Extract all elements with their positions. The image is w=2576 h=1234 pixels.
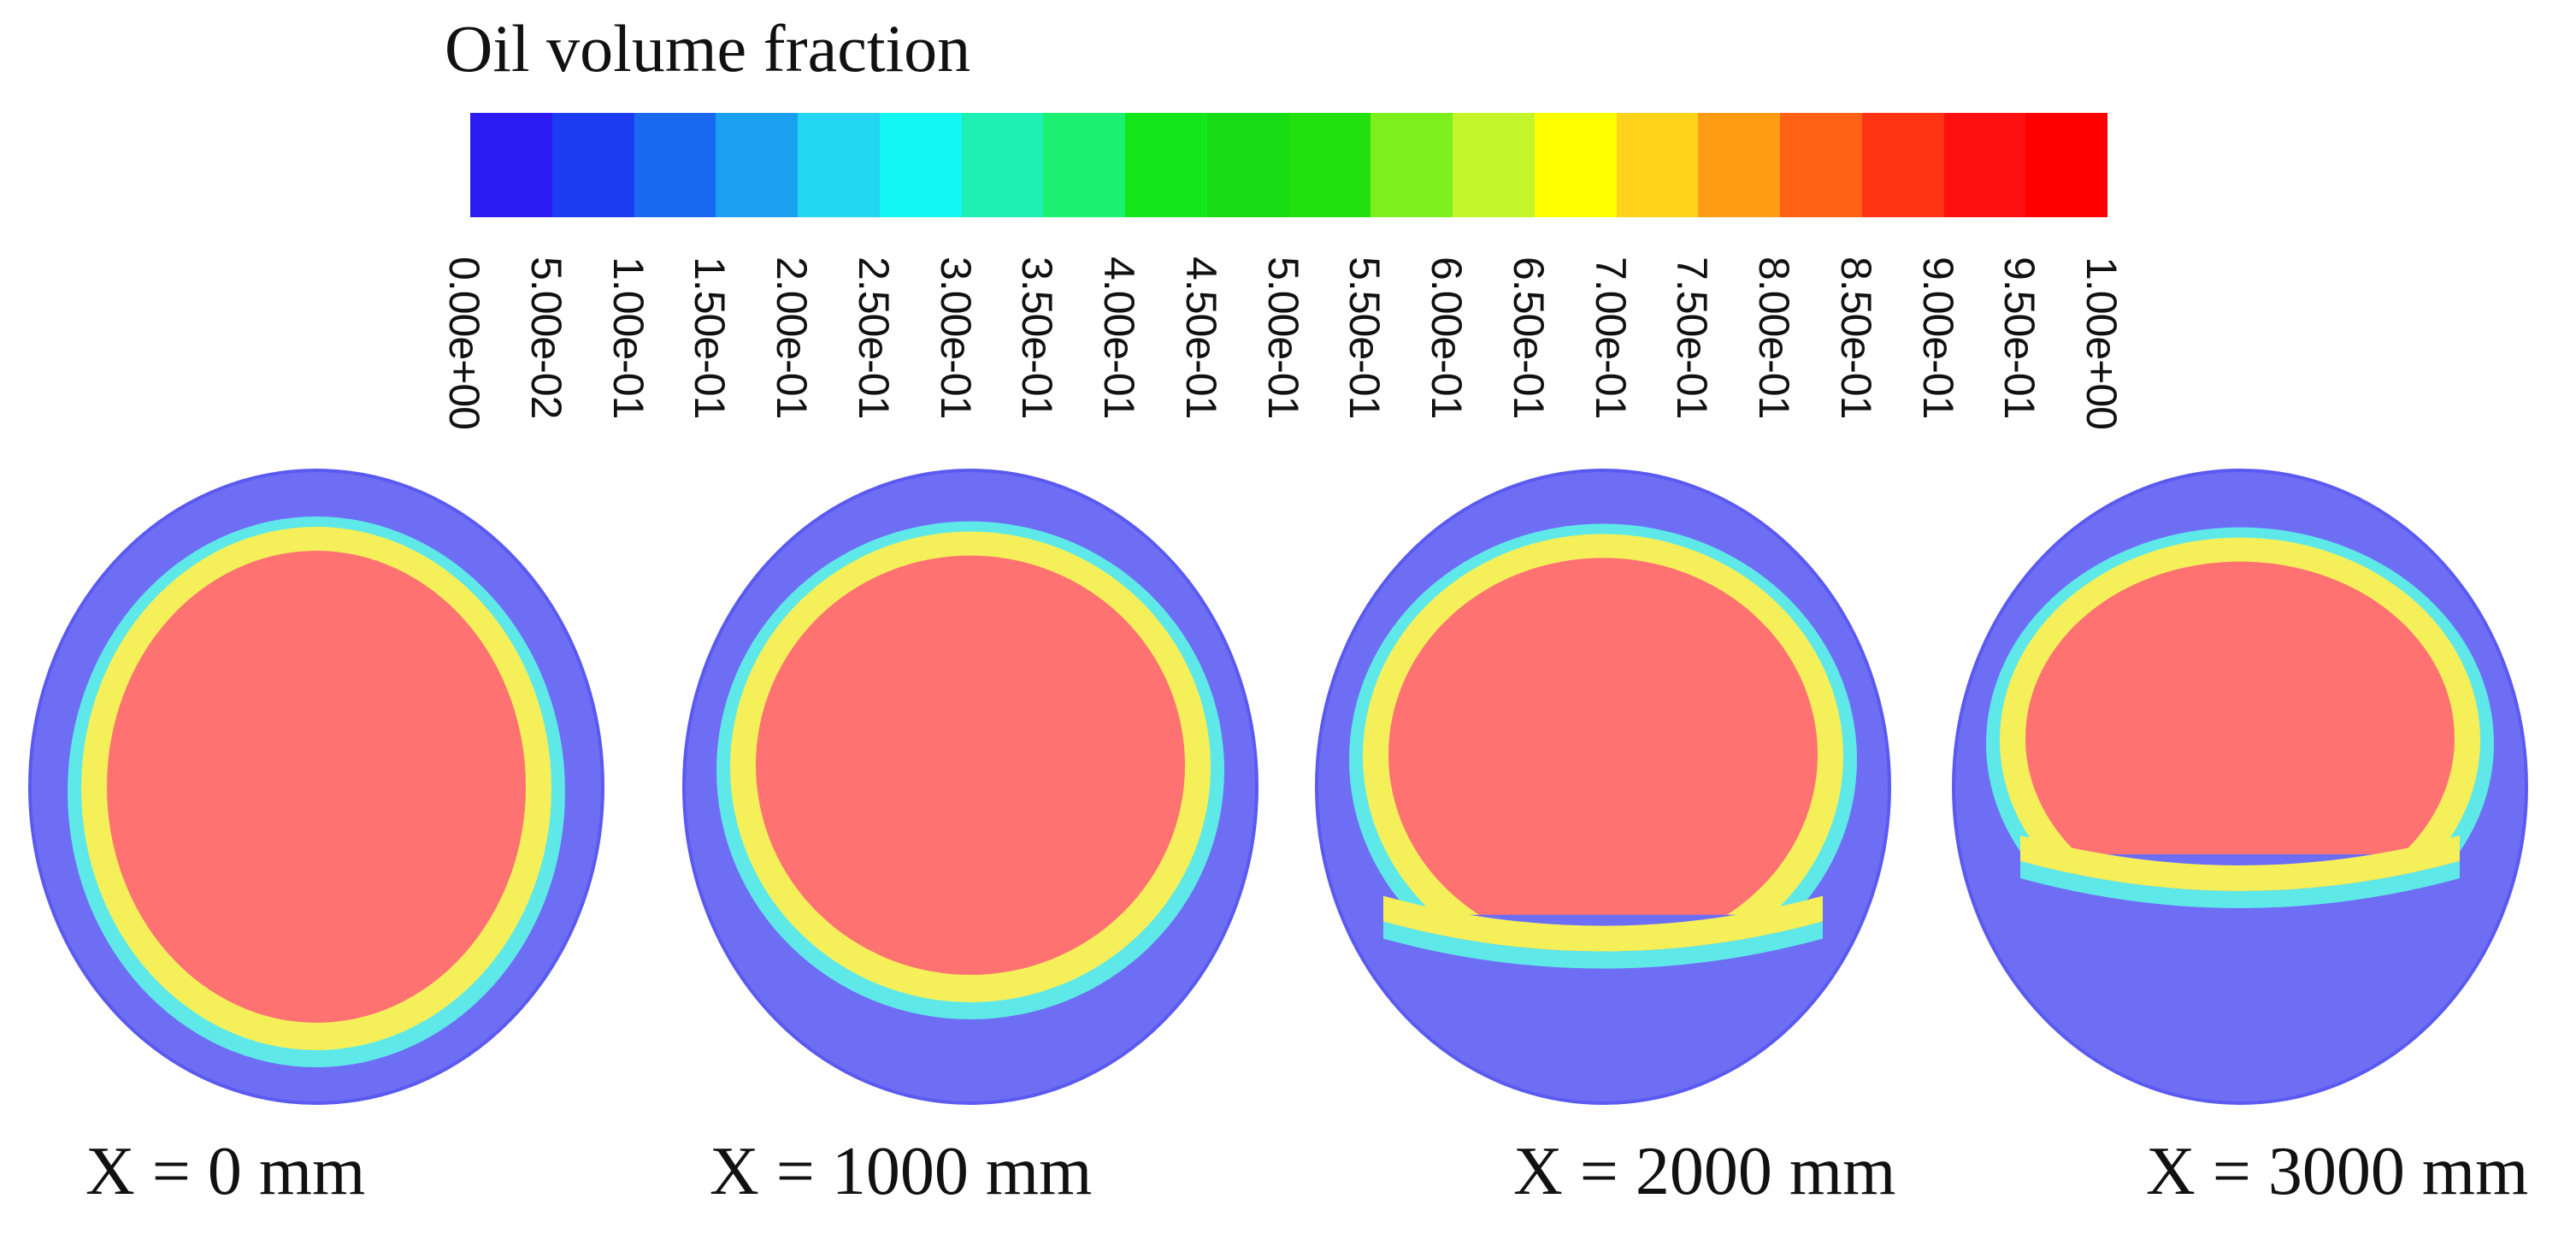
colorbar-tick-label: 1.50e-01	[686, 257, 734, 419]
colorbar-swatch	[879, 113, 962, 217]
colorbar-swatch	[1043, 113, 1125, 217]
section-caption-1000: X = 1000 mm	[710, 1134, 1093, 1209]
colorbar-tick-label: 5.00e-02	[522, 257, 570, 419]
colorbar-tick-label: 1.00e-01	[604, 257, 652, 419]
colorbar-swatch	[1371, 113, 1453, 217]
colorbar-swatch	[1616, 113, 1699, 217]
colorbar-tick-label: 5.50e-01	[1341, 257, 1389, 419]
colorbar-swatch	[2025, 113, 2107, 217]
colorbar-swatch	[634, 113, 716, 217]
colorbar-swatch	[1943, 113, 2026, 217]
section-caption-2000: X = 2000 mm	[1513, 1134, 1896, 1209]
colorbar-tick-label: 7.50e-01	[1668, 257, 1717, 419]
colorbar-swatch	[798, 113, 880, 217]
colorbar-swatch	[1861, 113, 1944, 217]
oil-core	[2025, 561, 2455, 915]
colorbar-swatch	[961, 113, 1044, 217]
cross-section-2	[1308, 462, 1907, 1112]
colorbar-tick-label: 4.00e-01	[1095, 257, 1143, 419]
colorbar-swatch	[551, 113, 634, 217]
colorbar-swatch	[470, 113, 552, 217]
colorbar-tick-label: 6.00e-01	[1423, 257, 1471, 419]
oil-core	[756, 555, 1185, 975]
interface-cyan-band	[1383, 921, 1823, 969]
colorbar-tick-label: 7.00e-01	[1586, 257, 1635, 419]
colorbar-tick-label: 4.50e-01	[1176, 257, 1225, 419]
interface-cyan-band	[2020, 860, 2460, 908]
cross-section-3	[1945, 462, 2544, 1112]
colorbar-swatch	[1534, 113, 1617, 217]
colorbar-swatch	[1288, 113, 1371, 217]
colorbar-swatch	[1453, 113, 1535, 217]
section-caption-3000: X = 3000 mm	[2146, 1134, 2529, 1209]
colorbar-swatch	[1125, 113, 1207, 217]
colorbar-tick-label: 0.00e+00	[440, 257, 488, 429]
section-caption-0: X = 0 mm	[85, 1134, 366, 1209]
colorbar-tick-label: 8.00e-01	[1750, 257, 1798, 419]
colorbar-tick-label: 5.00e-01	[1259, 257, 1307, 419]
colorbar	[470, 113, 2107, 217]
colorbar-swatch	[716, 113, 798, 217]
colorbar-tick-label: 3.00e-01	[931, 257, 980, 419]
cross-section-panels	[0, 462, 2576, 1112]
colorbar-swatch	[1698, 113, 1780, 217]
interface-band	[1383, 895, 1823, 952]
colorbar-tick-labels: 0.00e+00 5.00e-02 1.00e-01 1.50e-01 2.00e-01…	[440, 257, 2125, 453]
colorbar-tick-label: 1.00e+00	[2078, 257, 2125, 429]
colorbar-tick-label: 9.50e-01	[1995, 257, 2044, 419]
oil-core	[1388, 558, 1818, 951]
interface-band	[2020, 835, 2460, 891]
cross-section-0	[21, 462, 620, 1112]
colorbar-tick-label: 2.50e-01	[849, 257, 898, 419]
colorbar-tick-label: 8.50e-01	[1831, 257, 1880, 419]
cross-section-1	[675, 462, 1274, 1112]
oil-core	[107, 551, 526, 1023]
colorbar-tick-label: 3.50e-01	[1013, 257, 1062, 419]
colorbar-tick-label: 6.50e-01	[1504, 257, 1553, 419]
colorbar-swatch	[1780, 113, 1862, 217]
colorbar-swatch	[1206, 113, 1289, 217]
colorbar-tick-label: 9.00e-01	[1913, 257, 1962, 419]
colorbar-title: Oil volume fraction	[445, 11, 971, 86]
colorbar-tick-label: 2.00e-01	[768, 257, 816, 419]
